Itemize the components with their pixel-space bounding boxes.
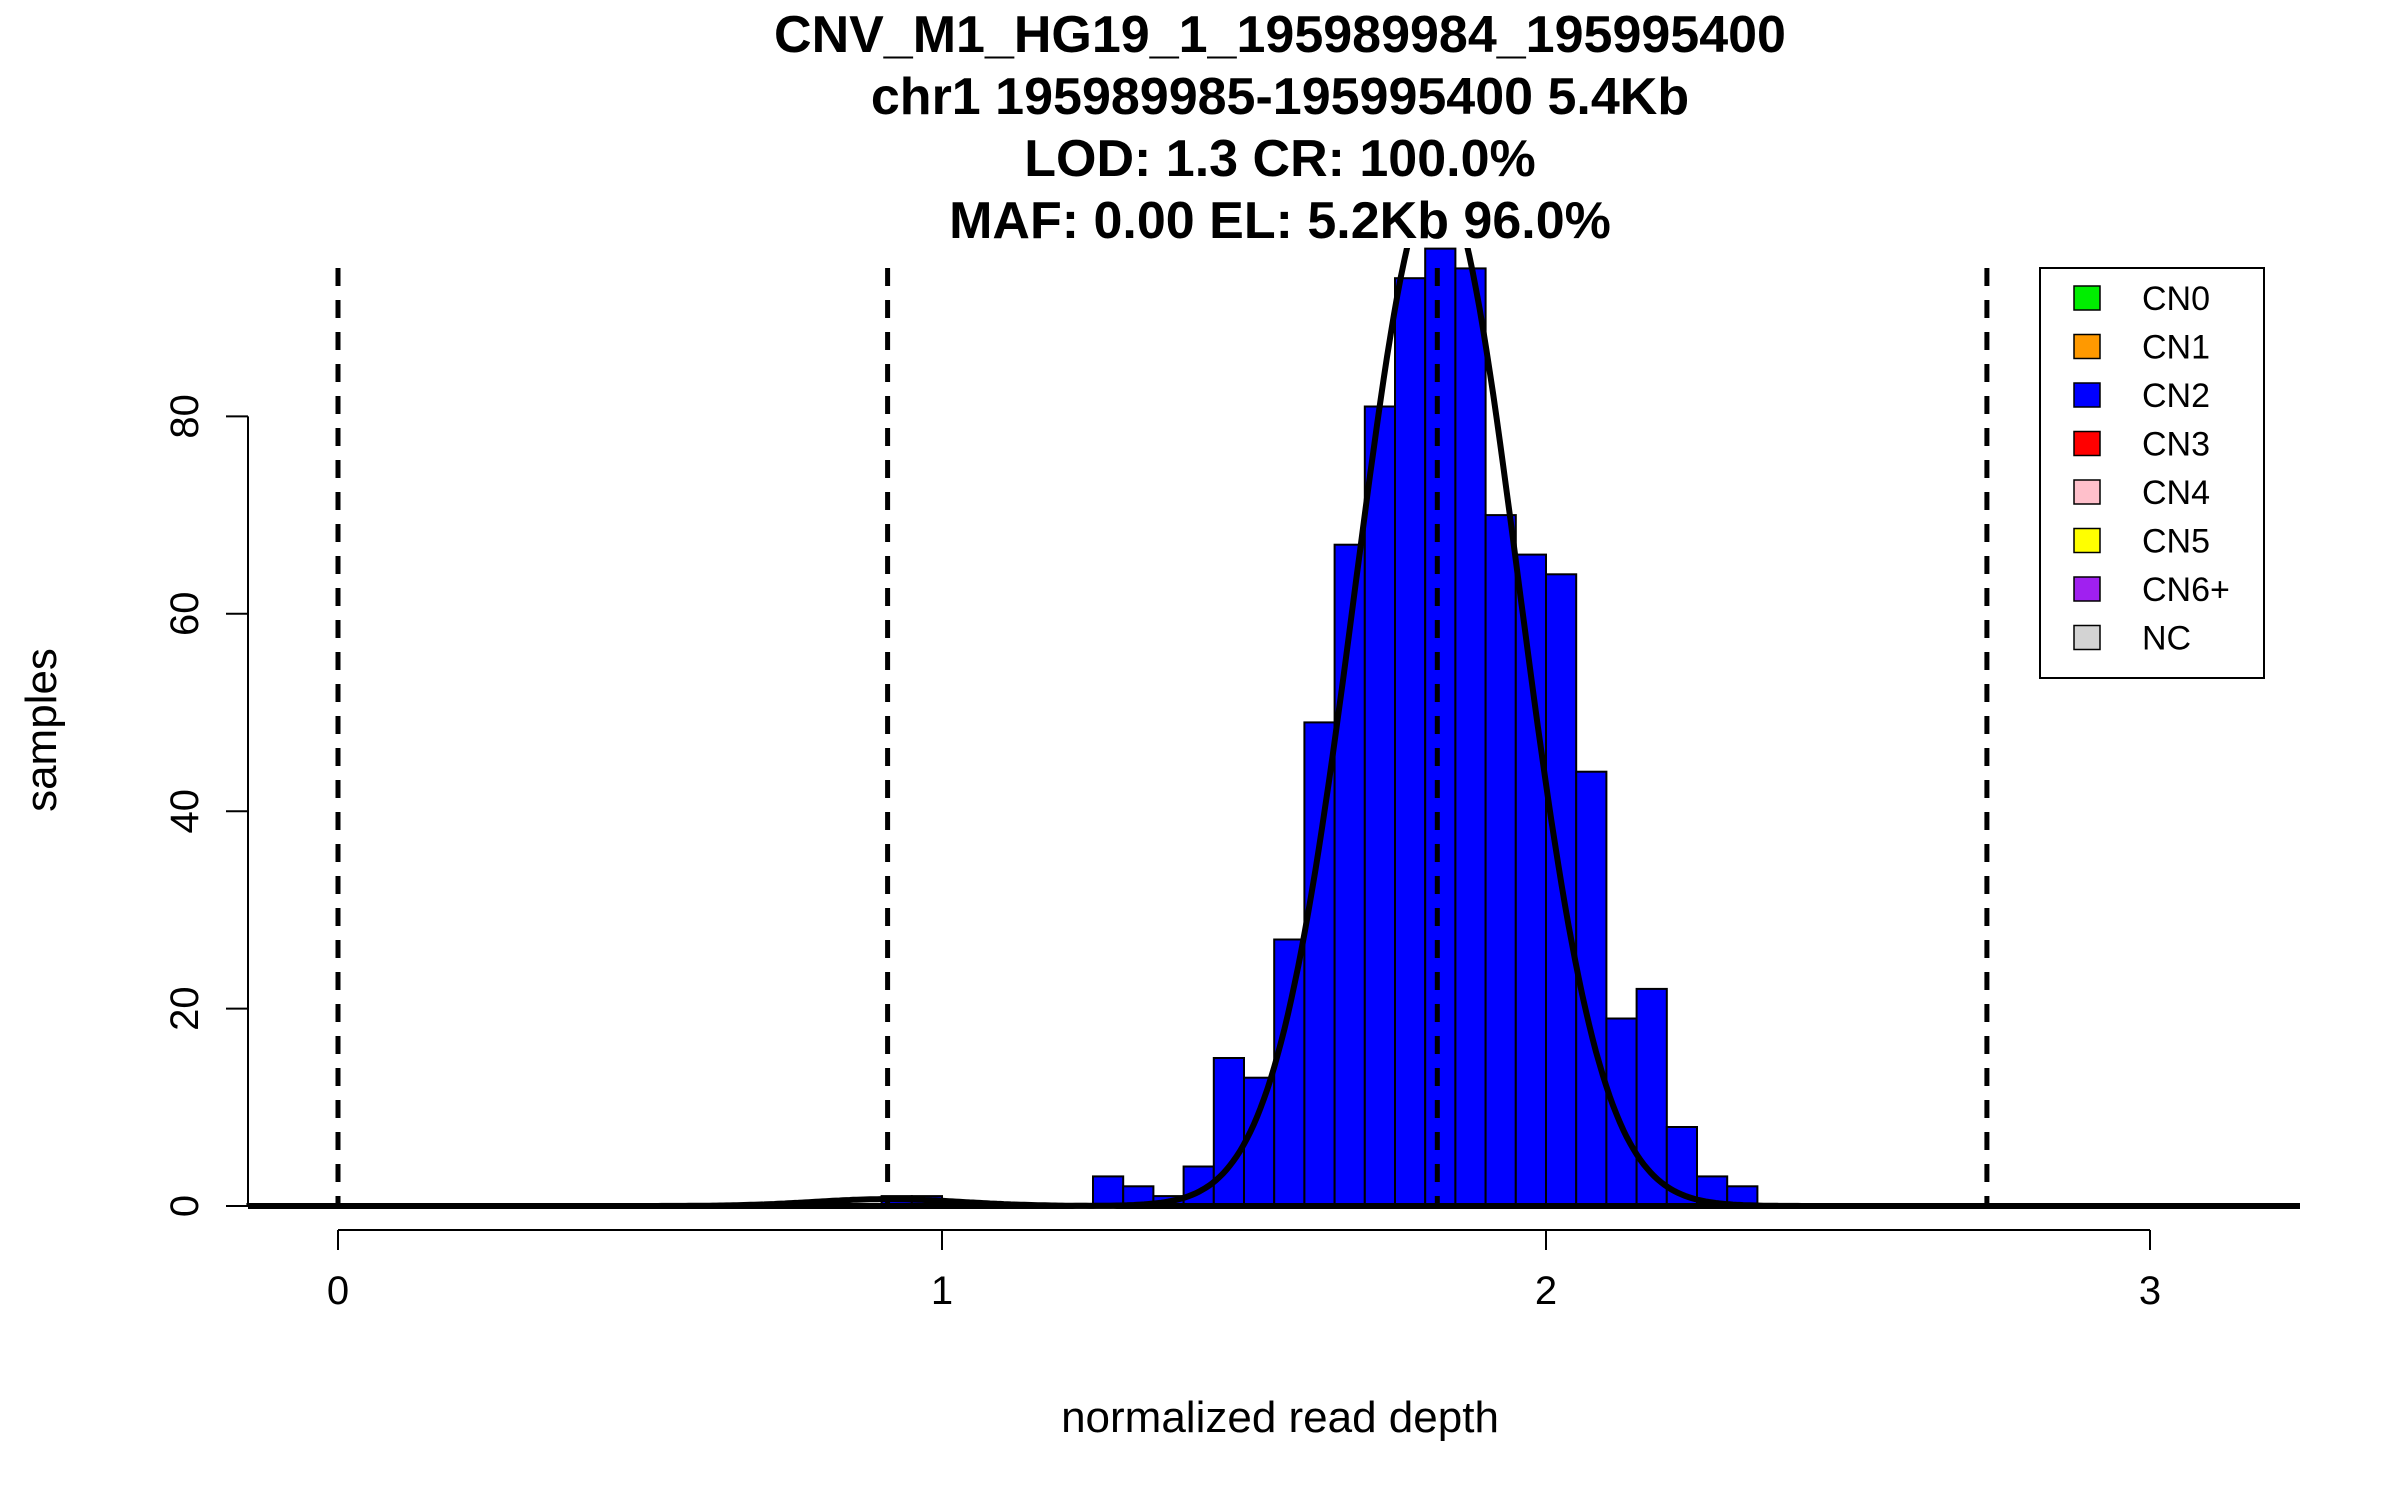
histogram-bar-14	[1243, 1076, 1276, 1207]
title-line-2: chr1 195989985-195995400 5.4Kb	[871, 68, 1689, 126]
legend: CN0 CN1 CN2 CN3 CN4 CN5 CN6+ NC	[2039, 267, 2265, 679]
legend-label-cn3: CN3	[2142, 426, 2210, 464]
legend-label-cn5: CN5	[2142, 523, 2210, 561]
chart-title: CNV_M1_HG19_1_195989984_195995400 chr1 1…	[774, 6, 1786, 250]
legend-swatch-cn1	[2073, 333, 2101, 360]
histogram-bar-24	[1545, 573, 1578, 1207]
legend-label-nc: NC	[2142, 620, 2191, 658]
legend-swatch-cn5	[2073, 527, 2101, 554]
title-line-1: CNV_M1_HG19_1_195989984_195995400	[774, 6, 1786, 64]
histogram-bar-9	[1092, 1175, 1125, 1208]
legend-swatch-nc	[2073, 624, 2101, 651]
x-tick-label-3: 3	[2139, 1269, 2161, 1313]
y-tick-label-4: 80	[163, 394, 207, 439]
legend-label-cn2: CN2	[2142, 377, 2210, 415]
y-tick-label-2: 40	[163, 789, 207, 834]
histogram-bar-13	[1212, 1057, 1246, 1207]
cn-threshold-lines	[335, 268, 1990, 1206]
x-axis-label: normalized read depth	[1061, 1393, 1499, 1442]
histogram-bar-26	[1605, 1017, 1638, 1207]
y-tick-label-3: 60	[163, 592, 207, 637]
histogram-bar-15	[1273, 938, 1306, 1207]
x-tick-label-1: 1	[931, 1269, 953, 1313]
x-tick-label-0: 0	[327, 1269, 349, 1313]
title-line-3: LOD: 1.3 CR: 100.0%	[1024, 130, 1536, 188]
histogram-bar-19	[1394, 277, 1427, 1207]
legend-label-cn0: CN0	[2142, 280, 2210, 318]
y-axis-label: samples	[17, 648, 66, 812]
y-tick-label-1: 20	[163, 986, 207, 1031]
legend-swatch-cn3	[2073, 430, 2101, 457]
histogram-bar-22	[1484, 514, 1517, 1207]
histogram-bar-20	[1424, 247, 1457, 1208]
legend-swatch-cn4	[2073, 479, 2101, 505]
legend-swatch-cn0	[2073, 285, 2101, 311]
histogram-bar-18	[1363, 405, 1397, 1207]
legend-label-cn6plus: CN6+	[2142, 571, 2230, 609]
x-tick-label-2: 2	[1535, 1269, 1557, 1313]
histogram-bar-21	[1454, 267, 1487, 1207]
title-line-4: MAF: 0.00 EL: 5.2Kb 96.0%	[949, 192, 1611, 250]
histogram-bars	[246, 247, 1759, 1208]
histogram-bar-17	[1333, 543, 1366, 1207]
axes: 0 20 40 60 80 0 1 2 3	[163, 394, 2300, 1313]
legend-label-cn4: CN4	[2142, 474, 2210, 512]
legend-label-cn1: CN1	[2142, 329, 2210, 367]
y-tick-label-0: 0	[163, 1195, 207, 1217]
legend-swatch-cn2	[2073, 382, 2101, 408]
histogram-bar-16	[1303, 721, 1336, 1208]
legend-swatch-cn6plus	[2073, 576, 2101, 602]
